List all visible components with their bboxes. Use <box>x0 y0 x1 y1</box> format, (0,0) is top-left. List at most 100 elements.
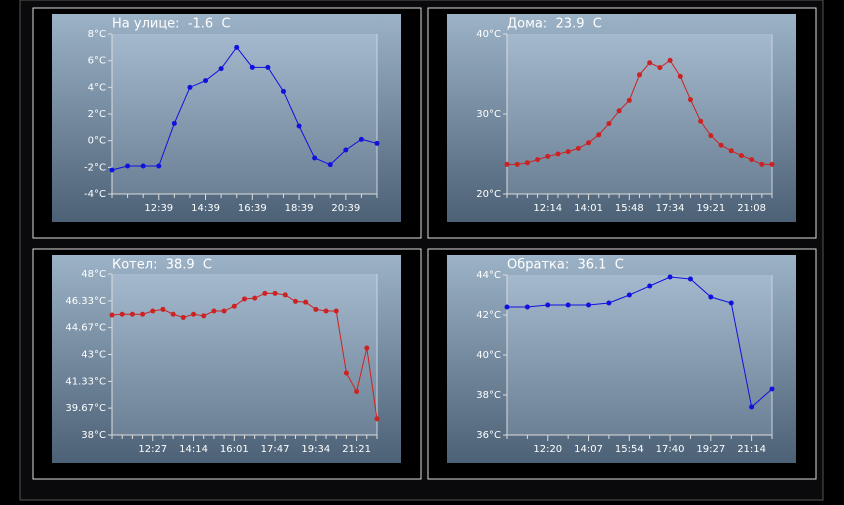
data-point <box>221 308 227 314</box>
data-point <box>234 44 240 50</box>
data-point <box>231 303 237 309</box>
y-tick-label: 44°C <box>476 270 501 281</box>
data-point <box>170 311 176 317</box>
data-point <box>201 313 207 319</box>
y-tick-label: 48°C <box>81 269 106 280</box>
data-point <box>280 88 286 94</box>
data-point <box>769 386 775 392</box>
y-tick-label: 8°C <box>88 29 106 40</box>
y-tick-label: 40°C <box>476 350 501 361</box>
data-point <box>109 312 115 318</box>
y-tick-label: 39.67°C <box>65 403 106 414</box>
data-point <box>575 145 581 151</box>
x-tick-label: 19:21 <box>696 203 725 214</box>
y-tick-label: 41.33°C <box>65 376 106 387</box>
y-tick-label: 38°C <box>476 390 501 401</box>
data-point <box>156 163 162 169</box>
x-tick-label: 21:21 <box>342 444 371 455</box>
x-tick-label: 19:34 <box>301 444 330 455</box>
x-tick-label: 21:08 <box>737 203 766 214</box>
data-point <box>265 64 271 70</box>
data-point <box>647 283 653 289</box>
chart-title: На улице: -1.6 C <box>112 17 231 32</box>
x-tick-label: 18:39 <box>285 203 314 214</box>
x-tick-label: 12:39 <box>144 203 173 214</box>
chart-title: Котел: 38.9 C <box>112 258 212 273</box>
data-line <box>111 46 378 171</box>
data-point <box>524 160 530 166</box>
data-point <box>313 306 319 312</box>
data-point <box>327 162 333 168</box>
x-tick-label: 19:27 <box>696 444 725 455</box>
y-tick-label: 6°C <box>88 56 106 67</box>
data-point <box>262 290 268 296</box>
data-point <box>728 148 734 154</box>
data-point <box>109 167 115 173</box>
data-point <box>667 57 673 63</box>
x-tick-label: 14:39 <box>191 203 220 214</box>
data-point <box>374 140 380 146</box>
data-point <box>282 292 288 298</box>
data-point <box>249 64 255 70</box>
data-point <box>657 65 663 71</box>
data-point <box>140 163 146 169</box>
y-tick-label: 4°C <box>88 82 106 93</box>
y-tick-label: -2°C <box>84 162 106 173</box>
data-point <box>626 292 632 298</box>
data-point <box>514 161 520 167</box>
data-point <box>125 163 131 169</box>
x-tick-label: 15:54 <box>615 444 644 455</box>
y-tick-label: 38°C <box>81 430 106 441</box>
y-tick-label: 36°C <box>476 430 501 441</box>
y-tick-label: 40°C <box>476 29 501 40</box>
data-point <box>354 389 360 395</box>
data-point <box>303 299 309 305</box>
data-point <box>626 97 632 103</box>
data-point <box>171 120 177 126</box>
y-tick-label: 44.67°C <box>65 323 106 334</box>
plot-area <box>112 34 377 194</box>
x-tick-label: 20:39 <box>331 203 360 214</box>
y-tick-label: 20°C <box>476 189 501 200</box>
data-point <box>565 149 571 155</box>
data-point <box>323 308 329 314</box>
data-point <box>252 295 258 301</box>
y-tick-label: 2°C <box>88 109 106 120</box>
data-point <box>211 308 217 314</box>
data-point <box>312 155 318 161</box>
data-point <box>535 157 541 163</box>
data-point <box>637 72 642 78</box>
x-tick-label: 17:47 <box>261 444 290 455</box>
data-point <box>769 161 775 167</box>
data-point <box>119 311 125 317</box>
y-tick-label: 0°C <box>88 136 106 147</box>
y-tick-label: -4°C <box>84 189 106 200</box>
data-point <box>504 304 510 310</box>
y-tick-label: 42°C <box>476 310 501 321</box>
data-point <box>358 136 364 142</box>
data-point <box>749 157 755 163</box>
x-tick-label: 12:27 <box>138 444 167 455</box>
data-point <box>545 302 551 308</box>
data-point <box>759 161 765 167</box>
plot-area <box>507 34 772 194</box>
x-tick-label: 14:07 <box>574 444 603 455</box>
data-point <box>187 84 193 90</box>
data-point <box>180 314 186 320</box>
data-point <box>203 78 209 84</box>
data-point <box>647 60 653 66</box>
data-point <box>586 140 592 146</box>
data-point <box>565 302 571 308</box>
x-tick-label: 16:01 <box>220 444 249 455</box>
data-point <box>728 300 734 306</box>
x-tick-label: 21:14 <box>737 444 766 455</box>
data-point <box>687 97 693 103</box>
x-tick-label: 14:01 <box>574 203 603 214</box>
data-point <box>140 311 146 317</box>
data-point <box>698 118 704 124</box>
data-point <box>242 296 247 302</box>
y-tick-label: 43°C <box>81 350 106 361</box>
data-point <box>749 404 755 410</box>
x-tick-label: 15:48 <box>615 203 644 214</box>
